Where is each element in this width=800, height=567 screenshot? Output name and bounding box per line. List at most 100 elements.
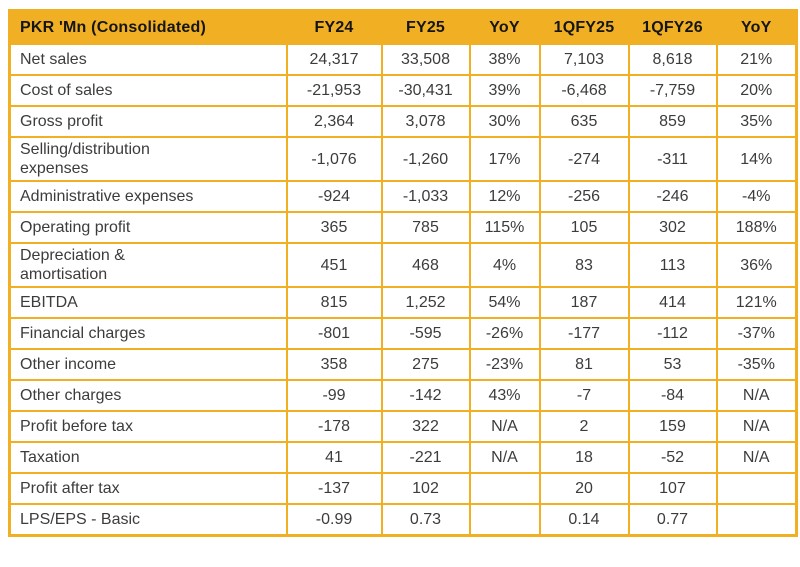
cell-value: 38% bbox=[468, 43, 541, 76]
cell-value: 21% bbox=[715, 43, 798, 76]
cell-value: 0.77 bbox=[627, 503, 718, 537]
cell-value: 102 bbox=[380, 472, 471, 505]
cell-value: 7,103 bbox=[538, 43, 630, 76]
column-header-fy24: FY24 bbox=[285, 9, 383, 45]
cell-value: 815 bbox=[285, 286, 383, 319]
cell-value: -99 bbox=[285, 379, 383, 412]
cell-value: 107 bbox=[627, 472, 718, 505]
table-row-administrative-expenses: Administrative expenses -924 -1,033 12% … bbox=[8, 180, 798, 213]
row-label: LPS/EPS - Basic bbox=[8, 503, 288, 537]
cell-value: 115% bbox=[468, 211, 541, 244]
cell-value: -30,431 bbox=[380, 74, 471, 107]
cell-value: 188% bbox=[715, 211, 798, 244]
table-row-financial-charges: Financial charges -801 -595 -26% -177 -1… bbox=[8, 317, 798, 350]
cell-value: -274 bbox=[538, 136, 630, 182]
cell-value: N/A bbox=[715, 379, 798, 412]
row-label: Gross profit bbox=[8, 105, 288, 138]
row-label: Depreciation & amortisation bbox=[8, 242, 288, 288]
cell-value: N/A bbox=[468, 441, 541, 474]
column-header-1qfy25: 1QFY25 bbox=[538, 9, 630, 45]
cell-value: 365 bbox=[285, 211, 383, 244]
table-row-cost-of-sales: Cost of sales -21,953 -30,431 39% -6,468… bbox=[8, 74, 798, 107]
cell-value: N/A bbox=[468, 410, 541, 443]
table-header-row: PKR 'Mn (Consolidated) FY24 FY25 YoY 1QF… bbox=[8, 9, 798, 45]
column-header-metric: PKR 'Mn (Consolidated) bbox=[8, 9, 288, 45]
row-label: Net sales bbox=[8, 43, 288, 76]
cell-value: 322 bbox=[380, 410, 471, 443]
cell-value bbox=[468, 503, 541, 537]
cell-value: -26% bbox=[468, 317, 541, 350]
cell-value: 36% bbox=[715, 242, 798, 288]
cell-value: -84 bbox=[627, 379, 718, 412]
cell-value: 43% bbox=[468, 379, 541, 412]
cell-value: -37% bbox=[715, 317, 798, 350]
cell-value: 24,317 bbox=[285, 43, 383, 76]
cell-value: 83 bbox=[538, 242, 630, 288]
table-row-other-charges: Other charges -99 -142 43% -7 -84 N/A bbox=[8, 379, 798, 412]
table-row-operating-profit: Operating profit 365 785 115% 105 302 18… bbox=[8, 211, 798, 244]
table-row-gross-profit: Gross profit 2,364 3,078 30% 635 859 35% bbox=[8, 105, 798, 138]
cell-value: -7 bbox=[538, 379, 630, 412]
cell-value: 468 bbox=[380, 242, 471, 288]
cell-value: -177 bbox=[538, 317, 630, 350]
cell-value: N/A bbox=[715, 441, 798, 474]
cell-value: 358 bbox=[285, 348, 383, 381]
cell-value: 20% bbox=[715, 74, 798, 107]
cell-value: -311 bbox=[627, 136, 718, 182]
financial-results-table: PKR 'Mn (Consolidated) FY24 FY25 YoY 1QF… bbox=[8, 9, 798, 537]
cell-value: 113 bbox=[627, 242, 718, 288]
cell-value: 859 bbox=[627, 105, 718, 138]
cell-value: 30% bbox=[468, 105, 541, 138]
cell-value: 635 bbox=[538, 105, 630, 138]
row-label: Cost of sales bbox=[8, 74, 288, 107]
column-header-fy25: FY25 bbox=[380, 9, 471, 45]
cell-value: 3,078 bbox=[380, 105, 471, 138]
row-label: EBITDA bbox=[8, 286, 288, 319]
cell-value: 81 bbox=[538, 348, 630, 381]
cell-value bbox=[468, 472, 541, 505]
cell-value: 35% bbox=[715, 105, 798, 138]
column-header-1qfy26: 1QFY26 bbox=[627, 9, 718, 45]
table-row-ebitda: EBITDA 815 1,252 54% 187 414 121% bbox=[8, 286, 798, 319]
column-header-yoy-q: YoY bbox=[715, 9, 798, 45]
cell-value: 17% bbox=[468, 136, 541, 182]
cell-value: -35% bbox=[715, 348, 798, 381]
cell-value: 33,508 bbox=[380, 43, 471, 76]
cell-value: -6,468 bbox=[538, 74, 630, 107]
cell-value bbox=[715, 503, 798, 537]
cell-value: -924 bbox=[285, 180, 383, 213]
row-label: Other income bbox=[8, 348, 288, 381]
cell-value: 2 bbox=[538, 410, 630, 443]
table-row-profit-before-tax: Profit before tax -178 322 N/A 2 159 N/A bbox=[8, 410, 798, 443]
cell-value: 2,364 bbox=[285, 105, 383, 138]
row-label: Profit after tax bbox=[8, 472, 288, 505]
cell-value: 4% bbox=[468, 242, 541, 288]
cell-value: 451 bbox=[285, 242, 383, 288]
cell-value: 18 bbox=[538, 441, 630, 474]
row-label: Operating profit bbox=[8, 211, 288, 244]
cell-value: -142 bbox=[380, 379, 471, 412]
cell-value: 105 bbox=[538, 211, 630, 244]
cell-value: N/A bbox=[715, 410, 798, 443]
table-row-profit-after-tax: Profit after tax -137 102 20 107 bbox=[8, 472, 798, 505]
table-row-other-income: Other income 358 275 -23% 81 53 -35% bbox=[8, 348, 798, 381]
cell-value: -595 bbox=[380, 317, 471, 350]
cell-value: 121% bbox=[715, 286, 798, 319]
cell-value: -7,759 bbox=[627, 74, 718, 107]
table-row-selling-distribution-expenses: Selling/distribution expenses -1,076 -1,… bbox=[8, 136, 798, 182]
cell-value: 12% bbox=[468, 180, 541, 213]
table-row-net-sales: Net sales 24,317 33,508 38% 7,103 8,618 … bbox=[8, 43, 798, 76]
cell-value: 54% bbox=[468, 286, 541, 319]
cell-value: 302 bbox=[627, 211, 718, 244]
cell-value bbox=[715, 472, 798, 505]
cell-value: -21,953 bbox=[285, 74, 383, 107]
cell-value: -221 bbox=[380, 441, 471, 474]
cell-value: -0.99 bbox=[285, 503, 383, 537]
cell-value: 159 bbox=[627, 410, 718, 443]
cell-value: 414 bbox=[627, 286, 718, 319]
cell-value: 0.14 bbox=[538, 503, 630, 537]
cell-value: 14% bbox=[715, 136, 798, 182]
table-row-depreciation-amortisation: Depreciation & amortisation 451 468 4% 8… bbox=[8, 242, 798, 288]
cell-value: 187 bbox=[538, 286, 630, 319]
cell-value: -178 bbox=[285, 410, 383, 443]
